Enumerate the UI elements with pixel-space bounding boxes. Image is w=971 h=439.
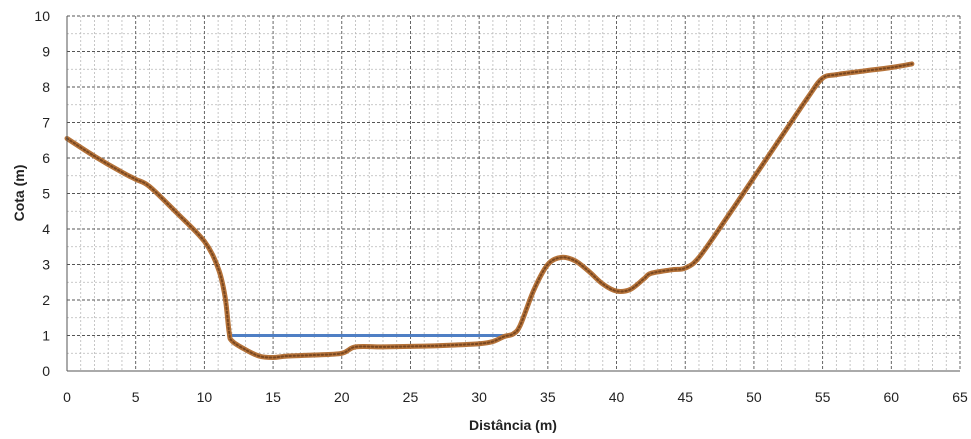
x-tick-label: 65 xyxy=(952,389,968,405)
x-tick-label: 60 xyxy=(884,389,900,405)
y-tick-label: 5 xyxy=(42,186,50,202)
y-tick-label: 9 xyxy=(42,44,50,60)
y-tick-label: 8 xyxy=(42,79,50,95)
x-tick-label: 5 xyxy=(132,389,140,405)
x-tick-label: 25 xyxy=(403,389,419,405)
x-tick-label: 40 xyxy=(609,389,625,405)
x-tick-label: 30 xyxy=(471,389,487,405)
x-tick-labels: 0 5 10 15 20 25 30 35 40 45 50 55 60 65 xyxy=(63,389,968,405)
x-tick-label: 35 xyxy=(540,389,556,405)
y-tick-label: 2 xyxy=(42,292,50,308)
x-tick-label: 55 xyxy=(815,389,831,405)
y-tick-label: 3 xyxy=(42,257,50,273)
x-tick-label: 0 xyxy=(63,389,71,405)
series-layer xyxy=(64,61,915,360)
y-tick-label: 6 xyxy=(42,150,50,166)
y-tick-label: 0 xyxy=(42,363,50,379)
axes xyxy=(66,16,960,372)
y-axis-title: Cota (m) xyxy=(11,165,27,222)
y-tick-labels: 0 1 2 3 4 5 6 7 8 9 10 xyxy=(34,8,50,379)
x-axis-title: Distância (m) xyxy=(469,417,557,433)
y-tick-label: 7 xyxy=(42,115,50,131)
terrain-profile-markers xyxy=(66,62,913,359)
x-tick-label: 15 xyxy=(265,389,281,405)
x-tick-label: 50 xyxy=(746,389,762,405)
x-tick-label: 20 xyxy=(334,389,350,405)
y-tick-label: 1 xyxy=(42,328,50,344)
x-tick-label: 10 xyxy=(197,389,213,405)
x-tick-label: 45 xyxy=(677,389,693,405)
y-tick-label: 4 xyxy=(42,221,50,237)
y-tick-label: 10 xyxy=(34,8,50,24)
